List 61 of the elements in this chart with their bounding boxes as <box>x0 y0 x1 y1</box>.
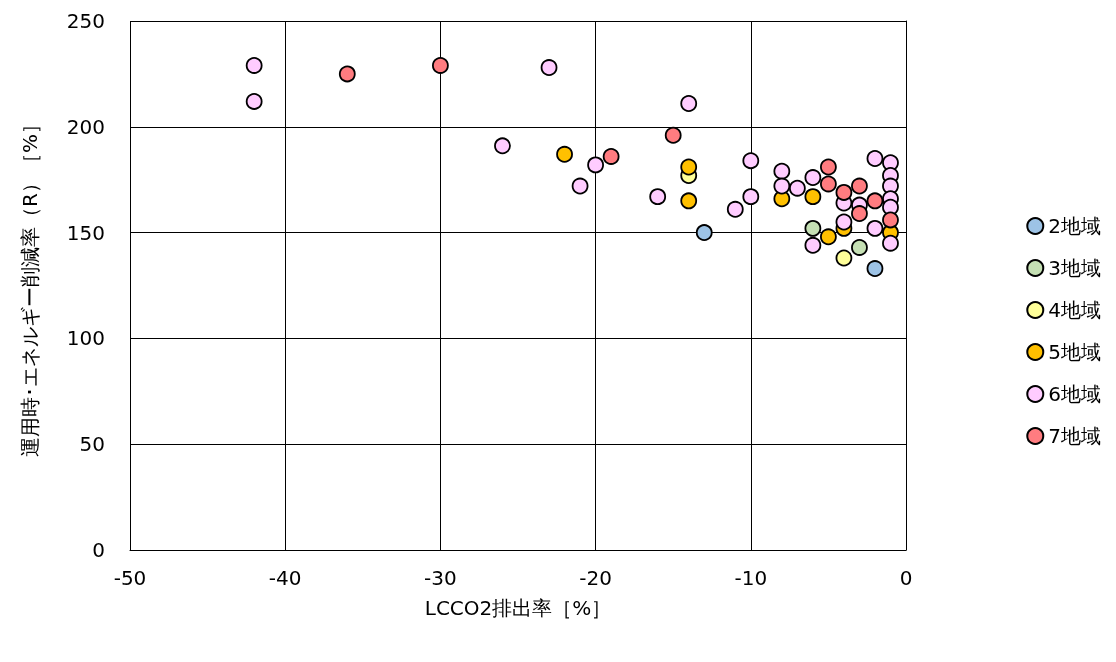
point <box>866 192 884 210</box>
point <box>649 188 667 206</box>
point <box>835 213 853 231</box>
point <box>726 200 744 218</box>
y-tick-label: 250 <box>66 9 105 33</box>
y-tick-label: 100 <box>66 326 105 351</box>
point <box>540 59 558 76</box>
point <box>556 145 573 163</box>
point <box>882 211 899 229</box>
point <box>680 192 698 210</box>
point <box>432 57 449 74</box>
point <box>245 57 263 74</box>
x-tick-label: -20 <box>579 566 612 590</box>
point <box>680 158 698 176</box>
point <box>851 205 868 222</box>
x-tick-label: -10 <box>734 566 768 590</box>
x-axis-title: LCCO2排出率［%］ <box>424 596 612 620</box>
legend-label: 7地域 <box>1048 424 1102 448</box>
point <box>245 93 263 110</box>
point <box>820 175 837 193</box>
point <box>338 65 356 83</box>
point <box>773 162 791 180</box>
point <box>494 137 511 155</box>
point <box>804 219 822 237</box>
point <box>695 224 713 241</box>
x-tick-label: 0 <box>899 566 913 590</box>
y-tick-label: 50 <box>79 432 105 457</box>
legend-label: 5地域 <box>1048 340 1102 364</box>
point <box>835 249 853 267</box>
y-tick-label: 150 <box>66 220 105 245</box>
point <box>804 188 822 206</box>
point <box>866 150 884 167</box>
point <box>820 158 837 176</box>
point <box>571 177 589 195</box>
x-tick-label: -40 <box>268 566 302 590</box>
legend-label: 6地域 <box>1048 382 1102 406</box>
point <box>835 184 853 201</box>
y-tick-label: 0 <box>92 538 105 562</box>
point <box>851 239 868 256</box>
point <box>804 169 822 186</box>
point <box>742 152 760 170</box>
point <box>866 260 884 277</box>
legend-label: 2地域 <box>1048 214 1102 238</box>
point <box>804 236 822 254</box>
point <box>851 177 868 195</box>
point <box>664 126 682 144</box>
point <box>602 148 620 165</box>
y-tick-label: 200 <box>66 114 105 139</box>
x-tick-label: -30 <box>424 566 457 590</box>
point <box>788 179 806 197</box>
point <box>820 228 837 246</box>
x-tick-label: -50 <box>113 566 147 590</box>
point <box>587 156 604 174</box>
point <box>742 188 760 206</box>
point <box>882 234 899 252</box>
legend-label: 3地域 <box>1048 256 1102 280</box>
legend-label: 4地域 <box>1048 298 1102 322</box>
point <box>866 219 884 237</box>
y-axis-title: 運用時･エネルギー削減率（R）［%］ <box>18 114 42 457</box>
point <box>773 177 791 195</box>
point <box>680 95 698 112</box>
